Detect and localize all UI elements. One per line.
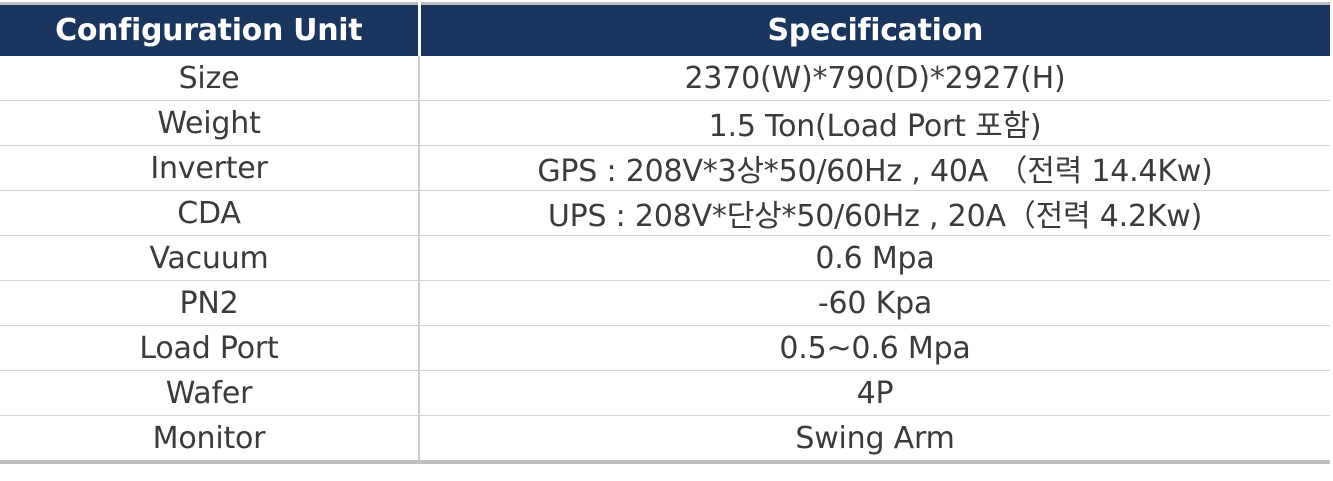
table-row: Monitor Swing Arm <box>0 415 1330 462</box>
row-spec-cell: UPS : 208V*단상*50/60Hz , 20A（전력 4.2Kw) <box>419 190 1330 236</box>
spec-table-header: Configuration Unit Specification <box>0 3 1330 56</box>
row-spec-cell: 1.5 Ton(Load Port 포함) <box>419 100 1330 146</box>
row-unit-cell: CDA <box>0 190 420 236</box>
row-unit-cell: Monitor <box>0 415 420 462</box>
table-row: Size 2370(W)*790(D)*2927(H) <box>0 56 1330 101</box>
spec-table-body: Size 2370(W)*790(D)*2927(H) Weight 1.5 T… <box>0 56 1330 462</box>
table-row: CDA UPS : 208V*단상*50/60Hz , 20A（전력 4.2Kw… <box>0 190 1330 236</box>
table-row: Load Port 0.5~0.6 Mpa <box>0 325 1330 371</box>
row-spec-cell: 4P <box>419 370 1330 416</box>
row-spec-cell: GPS : 208V*3상*50/60Hz , 40A （전력 14.4Kw) <box>419 145 1330 191</box>
table-row: PN2 -60 Kpa <box>0 280 1330 326</box>
row-unit-cell: Size <box>0 56 420 101</box>
row-spec-cell: -60 Kpa <box>419 280 1330 326</box>
row-spec-cell: 2370(W)*790(D)*2927(H) <box>419 56 1330 101</box>
header-configuration-unit: Configuration Unit <box>0 3 421 56</box>
row-spec-cell: 0.6 Mpa <box>419 235 1330 281</box>
header-row: Configuration Unit Specification <box>0 3 1330 56</box>
row-unit-cell: Vacuum <box>0 235 420 281</box>
row-spec-cell: 0.5~0.6 Mpa <box>419 325 1330 371</box>
row-unit-cell: Wafer <box>0 370 420 416</box>
table-row: Weight 1.5 Ton(Load Port 포함) <box>0 100 1330 146</box>
row-unit-cell: Inverter <box>0 145 420 191</box>
row-unit-cell: Weight <box>0 100 420 146</box>
row-spec-cell: Swing Arm <box>795 420 955 456</box>
row-unit-cell: PN2 <box>0 280 420 326</box>
row-unit-cell: Load Port <box>0 325 420 371</box>
table-row: Inverter GPS : 208V*3상*50/60Hz , 40A （전력… <box>0 145 1330 191</box>
spec-table: Configuration Unit Specification Size 23… <box>0 2 1330 464</box>
table-row: Vacuum 0.6 Mpa <box>0 235 1330 281</box>
header-specification: Specification <box>419 3 1330 56</box>
table-row: Wafer 4P <box>0 370 1330 416</box>
